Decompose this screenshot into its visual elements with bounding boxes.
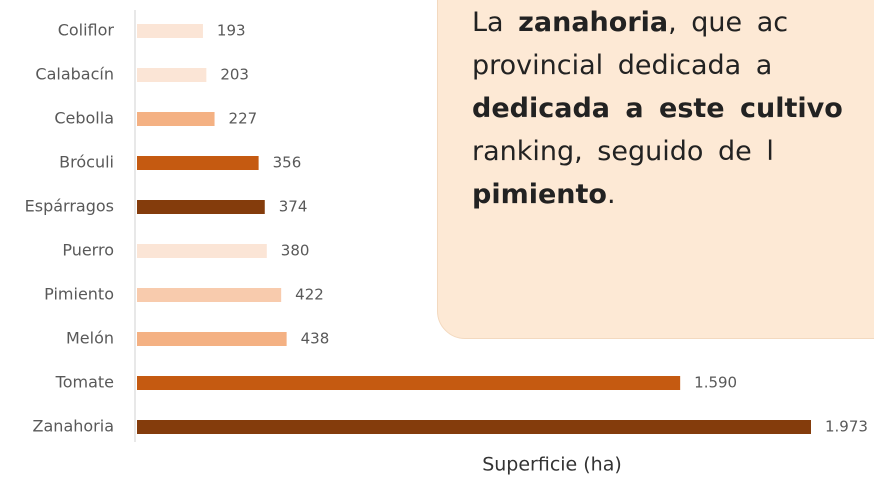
- annotation-line: pimiento.: [472, 179, 616, 210]
- annotation-text: zanahoria: [518, 7, 669, 38]
- category-label: Cebolla: [54, 109, 114, 128]
- value-label: 374: [279, 198, 308, 216]
- bar: [137, 376, 681, 390]
- annotation-text: , que ac: [668, 7, 789, 38]
- bar: [137, 24, 203, 38]
- category-label: Pimiento: [44, 285, 114, 304]
- category-label: Coliflor: [58, 21, 115, 40]
- bar: [137, 420, 811, 434]
- value-label: 1.973: [825, 418, 868, 436]
- annotation-line: provincial dedicada a: [472, 50, 772, 81]
- category-label: Bróculi: [59, 153, 114, 172]
- bar: [137, 288, 282, 302]
- category-label: Calabacín: [35, 65, 114, 84]
- annotation-line: dedicada a este cultivo: [472, 93, 843, 124]
- bar: [137, 244, 267, 258]
- bar: [137, 68, 207, 82]
- category-label: Melón: [66, 329, 114, 348]
- annotation-box: La zanahoria, que ac provincial dedicada …: [437, 0, 874, 339]
- value-label: 193: [217, 22, 246, 40]
- annotation-text: La: [472, 7, 519, 38]
- bar: [137, 332, 287, 346]
- category-label: Tomate: [55, 373, 114, 392]
- value-label: 203: [220, 66, 249, 84]
- category-label: Puerro: [62, 241, 114, 260]
- value-label: 380: [281, 242, 310, 260]
- value-label: 422: [295, 286, 324, 304]
- value-label: 227: [229, 110, 258, 128]
- annotation-text: provincial dedicada a: [472, 50, 773, 81]
- value-label: 438: [301, 330, 330, 348]
- category-label: Zanahoria: [33, 417, 114, 436]
- annotation-text: dedicada a este cultivo: [472, 93, 843, 124]
- category-label: Espárragos: [25, 197, 114, 216]
- annotation-line: La zanahoria, que ac: [472, 7, 788, 38]
- bar: [137, 112, 215, 126]
- annotation-text: pimiento: [472, 179, 607, 210]
- value-label: 356: [273, 154, 302, 172]
- annotation-text: .: [606, 179, 616, 210]
- annotation-text: ranking, seguido de l: [472, 136, 774, 167]
- value-label: 1.590: [694, 374, 737, 392]
- x-axis-label: Superficie (ha): [482, 454, 622, 476]
- bar: [137, 156, 259, 170]
- bar: [137, 200, 265, 214]
- annotation-line: ranking, seguido de l: [472, 136, 774, 167]
